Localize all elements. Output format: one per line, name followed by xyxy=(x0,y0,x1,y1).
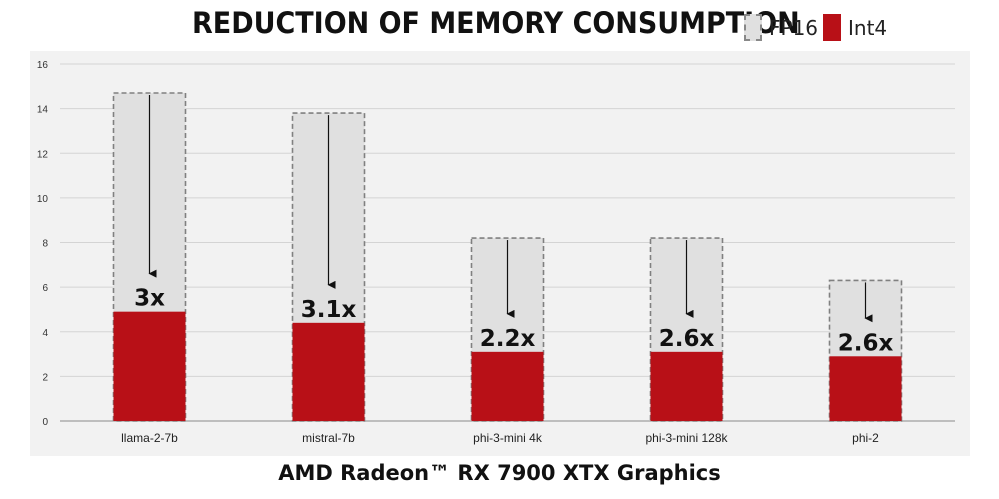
x-tick-label: phi-2 xyxy=(852,431,879,445)
y-tick-label: 14 xyxy=(37,105,49,116)
reduction-label: 3.1x xyxy=(301,297,357,323)
bar-int4 xyxy=(650,351,723,421)
legend-label-fp16: FP16 xyxy=(769,15,819,40)
legend-swatch-fp16 xyxy=(744,14,762,41)
x-tick-label: phi-3-mini 4k xyxy=(473,431,543,445)
legend-swatch-int4 xyxy=(823,14,841,41)
y-tick-label: 8 xyxy=(42,239,48,250)
reduction-label: 3x xyxy=(134,286,165,312)
reduction-label: 2.6x xyxy=(659,326,715,352)
y-tick-label: 16 xyxy=(37,60,49,71)
x-tick-label: llama-2-7b xyxy=(121,431,178,445)
y-tick-label: 10 xyxy=(37,194,49,205)
bar-int4 xyxy=(292,322,365,421)
legend-item-fp16: FP16 xyxy=(744,14,818,41)
y-tick-label: 12 xyxy=(37,149,49,160)
reduction-label: 2.6x xyxy=(838,330,894,356)
chart-title: REDUCTION OF MEMORY CONSUMPTION xyxy=(192,6,800,40)
bar-int4 xyxy=(829,356,902,421)
y-tick-label: 2 xyxy=(42,372,48,383)
bar-int4 xyxy=(471,351,544,421)
x-tick-label: phi-3-mini 128k xyxy=(645,431,728,445)
legend-label-int4: Int4 xyxy=(848,15,888,40)
y-tick-label: 0 xyxy=(42,417,48,428)
y-tick-label: 6 xyxy=(42,283,48,294)
y-tick-label: 4 xyxy=(42,328,48,339)
x-axis-label: AMD Radeon™ RX 7900 XTX Graphics xyxy=(278,461,721,485)
legend-item-int4: Int4 xyxy=(823,14,887,41)
reduction-label: 2.2x xyxy=(480,326,536,352)
bar-int4 xyxy=(113,311,186,421)
x-tick-label: mistral-7b xyxy=(302,431,355,445)
bar-chart: 0 2 4 6 8 10 12 14 16 3x llama-2-7b 3.1x mistral-7b 2… xyxy=(37,60,955,445)
plot-area: 0 2 4 6 8 10 12 14 16 3x llama-2-7b 3.1x mistral-7b 2… xyxy=(30,51,970,456)
